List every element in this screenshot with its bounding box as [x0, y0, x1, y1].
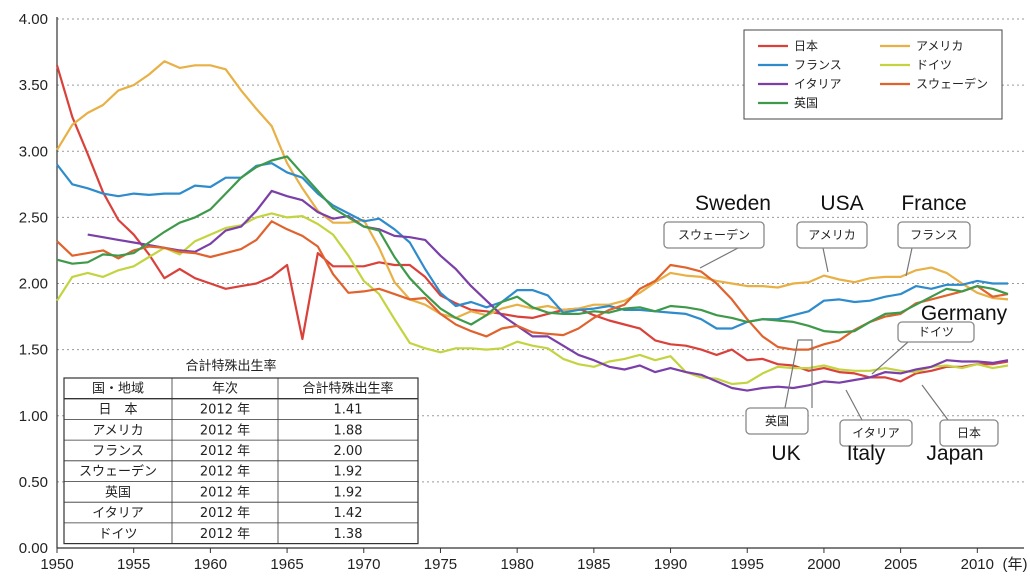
table-cell: ドイツ [98, 527, 137, 542]
series-line-イタリア [87, 189, 1009, 392]
callout-leader [905, 247, 913, 277]
callout-box [796, 221, 868, 249]
callout-jp-label: スウェーデン [678, 227, 750, 242]
axes [56, 17, 1024, 549]
callout-box [939, 419, 999, 447]
table-title: 合計特殊出生率 [185, 358, 276, 374]
series-line-英国 [56, 155, 1009, 334]
x-tick-label: 1950 [40, 556, 73, 573]
callout-en-label: Japan [926, 442, 983, 465]
legend-label: アメリカ [916, 39, 963, 53]
y-axis-ticks: 0.00 0.50 1.00 1.50 2.00 2.50 3.00 3.50 4.00 [19, 11, 48, 557]
table-cell: 1.41 [334, 403, 363, 418]
table-header-cell: 合計特殊出生率 [302, 380, 393, 396]
y-tick-label: 3.00 [19, 143, 48, 160]
x-tick-label: 2000 [807, 556, 840, 573]
table-cell: 2.00 [334, 444, 363, 459]
callout-en-label: Sweden [695, 192, 771, 215]
table-cell: 2012 年 [200, 465, 250, 480]
legend-box [743, 29, 1003, 120]
callout-box [839, 419, 913, 447]
y-tick-label: 2.50 [19, 209, 48, 226]
callout-leader [822, 247, 829, 273]
callout-box [897, 321, 975, 343]
x-tick-label: 1990 [654, 556, 687, 573]
callout-en-label: USA [820, 192, 863, 215]
callout-leader [921, 384, 949, 421]
callout-jp-label: 日本 [957, 426, 981, 440]
table-cell: 2012 年 [200, 444, 250, 459]
callout-box [663, 221, 765, 249]
table-cell: 1.38 [334, 527, 363, 542]
table-cell: 日 本 [98, 403, 137, 418]
table-cell: 1.42 [334, 506, 363, 521]
series-lines [55, 60, 1009, 392]
legend-label: 英国 [794, 96, 818, 110]
table-cell: 英国 [105, 485, 131, 500]
x-tick-label: 1960 [194, 556, 227, 573]
x-tick-label: 1985 [577, 556, 610, 573]
callout-en-label: UK [771, 442, 800, 465]
table-cell: フランス [92, 444, 144, 459]
table-cell: 1.92 [334, 485, 363, 500]
callout-box [897, 221, 971, 249]
table-cell: 2012 年 [200, 506, 250, 521]
x-tick-label: 1995 [731, 556, 764, 573]
series-line-アメリカ [56, 60, 1009, 319]
y-tick-label: 2.00 [19, 276, 48, 293]
table-cell: 2012 年 [200, 403, 250, 418]
y-tick-label: 4.00 [19, 11, 48, 28]
y-tick-label: 1.50 [19, 342, 48, 359]
x-tick-label: 2010 [961, 556, 994, 573]
legend-label: フランス [794, 58, 842, 72]
table-cell: アメリカ [92, 423, 143, 438]
series-line-フランス [56, 162, 1008, 330]
callout-leader [871, 341, 909, 375]
legend-label: 日本 [794, 39, 818, 53]
table-header-cell: 国・地域 [92, 381, 144, 396]
table-cell: 2012 年 [200, 423, 250, 438]
series-line-スウェーデン [56, 220, 1009, 351]
legend-label: スウェーデン [916, 76, 988, 91]
legend-label: イタリア [794, 77, 842, 91]
x-axis-ticks: 1950 1955 1960 1965 1970 1975 1980 1985 1990 1995… [40, 548, 1028, 573]
y-tick-label: 0.50 [19, 474, 48, 491]
x-tick-label: 1980 [500, 556, 533, 573]
y-tick-label: 0.00 [19, 540, 48, 557]
y-tick-label: 1.00 [19, 408, 48, 425]
callout-en-label: Germany [921, 302, 1008, 325]
table-cell: 2012 年 [200, 485, 250, 500]
table-cell: 1.88 [334, 423, 363, 438]
callout-leader [845, 389, 863, 421]
callout-leader [784, 339, 813, 409]
callout-en-label: Italy [847, 442, 886, 465]
y-tick-label: 3.50 [19, 77, 48, 94]
table-cell: 2012 年 [200, 527, 250, 542]
callout-leader [699, 247, 739, 269]
callout-jp-label: イタリア [852, 426, 900, 440]
callout-jp-label: フランス [910, 228, 958, 242]
callout-jp-label: 英国 [765, 414, 789, 428]
table-cell: イタリア [92, 506, 143, 521]
callout-box [745, 407, 809, 435]
callout-jp-label: ドイツ [918, 325, 954, 339]
x-axis-unit: (年) [1003, 556, 1028, 573]
legend-label: ドイツ [916, 58, 952, 72]
table-cell: 1.92 [334, 465, 363, 480]
table-header-cell: 年次 [212, 380, 238, 396]
callout-jp-label: アメリカ [808, 228, 855, 242]
x-tick-label: 1955 [117, 556, 150, 573]
x-tick-label: 1965 [270, 556, 303, 573]
x-tick-label: 1970 [347, 556, 380, 573]
series-line-ドイツ [56, 212, 1009, 386]
callout-en-label: France [901, 192, 966, 215]
x-tick-label: 1975 [424, 556, 457, 573]
table-cell: スウェーデン [79, 464, 157, 480]
x-tick-label: 2005 [884, 556, 917, 573]
series-line-日本 [55, 64, 1009, 383]
